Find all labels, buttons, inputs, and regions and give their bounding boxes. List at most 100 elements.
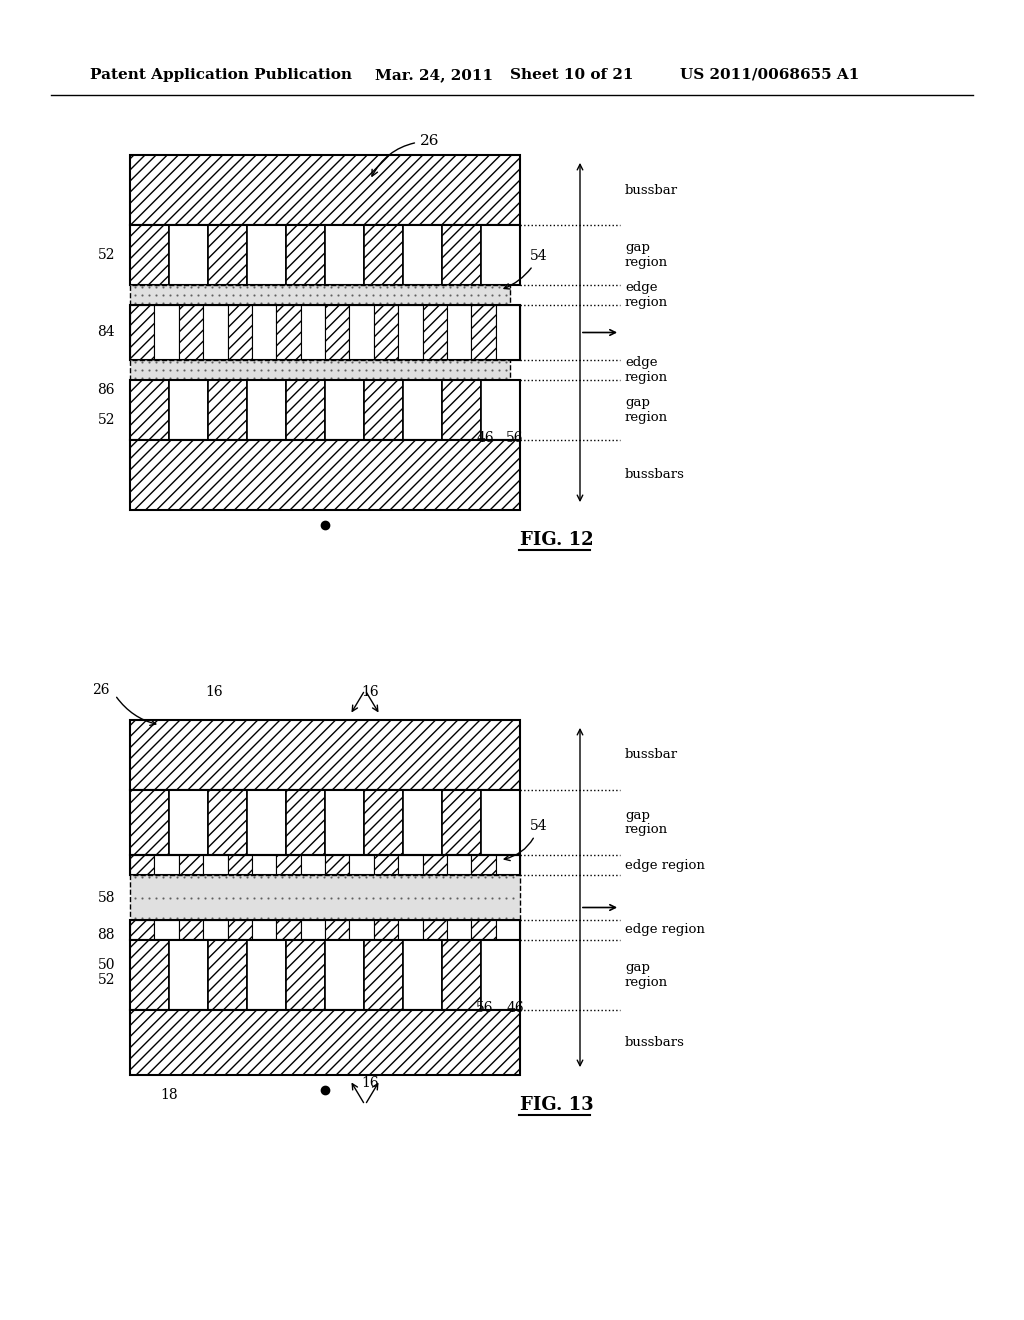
Text: gap
region: gap region: [625, 396, 668, 424]
Bar: [252, 305, 276, 360]
Bar: [481, 380, 520, 440]
FancyBboxPatch shape: [227, 305, 252, 360]
Bar: [155, 855, 179, 875]
FancyBboxPatch shape: [374, 920, 398, 940]
Text: 88: 88: [97, 928, 115, 942]
Bar: [446, 305, 471, 360]
Bar: [349, 305, 374, 360]
Bar: [325, 224, 364, 285]
Text: 46: 46: [506, 1001, 524, 1015]
FancyBboxPatch shape: [130, 855, 155, 875]
Bar: [446, 920, 471, 940]
Text: gap
region: gap region: [625, 808, 668, 837]
FancyBboxPatch shape: [286, 224, 325, 285]
Bar: [398, 920, 423, 940]
FancyBboxPatch shape: [227, 855, 252, 875]
FancyBboxPatch shape: [423, 920, 446, 940]
Text: 26: 26: [92, 682, 110, 697]
Text: gap
region: gap region: [625, 242, 668, 269]
Text: 18: 18: [160, 1088, 177, 1102]
Text: 86: 86: [97, 383, 115, 397]
Bar: [301, 920, 325, 940]
Bar: [130, 940, 520, 1010]
Text: 58: 58: [97, 891, 115, 904]
Text: Mar. 24, 2011: Mar. 24, 2011: [375, 69, 494, 82]
FancyBboxPatch shape: [130, 224, 169, 285]
Text: Patent Application Publication: Patent Application Publication: [90, 69, 352, 82]
Bar: [446, 855, 471, 875]
Bar: [155, 920, 179, 940]
FancyBboxPatch shape: [471, 855, 496, 875]
Text: bussbars: bussbars: [625, 469, 685, 482]
FancyBboxPatch shape: [130, 1010, 520, 1074]
Text: FIG. 12: FIG. 12: [520, 531, 594, 549]
Bar: [130, 920, 520, 940]
FancyBboxPatch shape: [364, 789, 403, 855]
FancyBboxPatch shape: [423, 305, 446, 360]
Bar: [349, 855, 374, 875]
Bar: [325, 940, 364, 1010]
FancyBboxPatch shape: [364, 380, 403, 440]
FancyBboxPatch shape: [325, 855, 349, 875]
Bar: [496, 305, 520, 360]
Text: edge region: edge region: [625, 924, 705, 936]
FancyBboxPatch shape: [130, 789, 169, 855]
FancyBboxPatch shape: [442, 224, 481, 285]
FancyBboxPatch shape: [276, 920, 301, 940]
Bar: [169, 224, 208, 285]
Bar: [247, 224, 286, 285]
Bar: [203, 305, 227, 360]
Bar: [247, 940, 286, 1010]
FancyBboxPatch shape: [179, 920, 203, 940]
Bar: [403, 380, 442, 440]
Text: gap
region: gap region: [625, 961, 668, 989]
Bar: [155, 305, 179, 360]
FancyBboxPatch shape: [276, 855, 301, 875]
Bar: [403, 224, 442, 285]
FancyBboxPatch shape: [208, 380, 247, 440]
Text: 16: 16: [361, 1076, 379, 1090]
Bar: [252, 855, 276, 875]
FancyBboxPatch shape: [130, 154, 520, 224]
Text: edge region: edge region: [625, 858, 705, 871]
Text: 26: 26: [372, 135, 439, 176]
FancyBboxPatch shape: [442, 380, 481, 440]
Bar: [325, 789, 364, 855]
Text: 54: 54: [504, 818, 548, 861]
Text: edge
region: edge region: [625, 356, 668, 384]
Bar: [130, 285, 510, 305]
Text: 52: 52: [97, 973, 115, 987]
FancyBboxPatch shape: [130, 380, 169, 440]
FancyBboxPatch shape: [364, 224, 403, 285]
Bar: [130, 875, 520, 920]
Bar: [496, 855, 520, 875]
Text: 56: 56: [506, 432, 523, 445]
Text: bussbar: bussbar: [625, 748, 678, 762]
FancyBboxPatch shape: [179, 305, 203, 360]
Bar: [130, 360, 510, 380]
Text: bussbars: bussbars: [625, 1036, 685, 1049]
FancyBboxPatch shape: [130, 719, 520, 789]
Bar: [403, 940, 442, 1010]
FancyBboxPatch shape: [276, 305, 301, 360]
Text: 16: 16: [361, 685, 379, 700]
Bar: [403, 789, 442, 855]
Text: 52: 52: [97, 248, 115, 261]
Text: 52: 52: [97, 413, 115, 426]
Bar: [169, 380, 208, 440]
FancyBboxPatch shape: [286, 940, 325, 1010]
Text: Sheet 10 of 21: Sheet 10 of 21: [510, 69, 634, 82]
FancyBboxPatch shape: [130, 305, 155, 360]
Bar: [169, 940, 208, 1010]
Bar: [247, 789, 286, 855]
FancyBboxPatch shape: [130, 940, 169, 1010]
Bar: [252, 920, 276, 940]
FancyBboxPatch shape: [442, 940, 481, 1010]
FancyBboxPatch shape: [208, 940, 247, 1010]
FancyBboxPatch shape: [442, 789, 481, 855]
Bar: [325, 380, 364, 440]
Bar: [169, 789, 208, 855]
Bar: [130, 855, 520, 875]
FancyBboxPatch shape: [325, 305, 349, 360]
Text: FIG. 13: FIG. 13: [520, 1096, 594, 1114]
